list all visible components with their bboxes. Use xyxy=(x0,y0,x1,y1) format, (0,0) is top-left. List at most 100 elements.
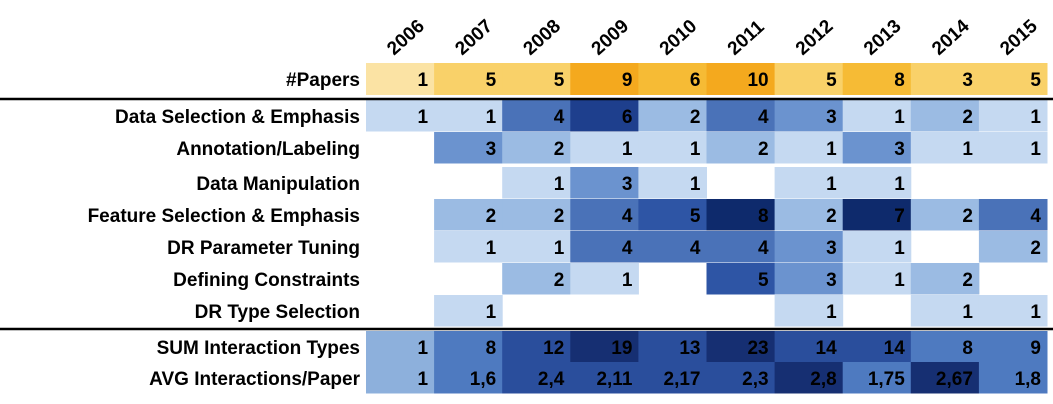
interaction-value-annotation-labeling-2010: 1 xyxy=(690,139,701,160)
interaction-value-defining-constraints-2009: 1 xyxy=(622,270,633,291)
summary-cell-avg-interactions-paper-2008 xyxy=(502,362,571,394)
row-label-sum-interaction-types: SUM Interaction Types xyxy=(157,338,360,359)
interaction-cell-data-manipulation-2010 xyxy=(638,167,707,199)
summary-cell-sum-interaction-types-2011 xyxy=(706,331,776,363)
row-label-dr-type-selection: DR Type Selection xyxy=(195,302,360,323)
interaction-value-data-manipulation-2010: 1 xyxy=(690,174,701,195)
interaction-value-data-selection-emphasis-2008: 4 xyxy=(554,107,565,128)
interaction-value-defining-constraints-2013: 1 xyxy=(894,270,905,291)
summary-cell-avg-interactions-paper-2007 xyxy=(434,362,503,394)
summary-value-avg-interactions-paper-2014: 2,67 xyxy=(936,369,973,390)
interaction-cell-data-selection-emphasis-2008 xyxy=(502,100,571,132)
interaction-cell-defining-constraints-2009 xyxy=(570,263,639,295)
year-header-2006: 2006 xyxy=(383,16,428,60)
interaction-value-data-selection-emphasis-2007: 1 xyxy=(486,107,497,128)
papers-value-papers-2011: 10 xyxy=(747,70,768,91)
interaction-cell-annotation-labeling-2007 xyxy=(434,132,503,164)
interaction-value-feature-selection-emphasis-2010: 5 xyxy=(690,206,701,227)
cell-values: 1 5 5 9 6 10 5 8 3 51 1 4 6 2 4 3 1 2 13 2 1 1 2 1 3 1 11 3 1 1 12 2 4 5 8… xyxy=(418,70,1042,390)
interaction-value-feature-selection-emphasis-2009: 4 xyxy=(622,206,633,227)
row-label-avg-interactions-paper: AVG Interactions/Paper xyxy=(149,369,360,390)
row-labels: #Papers Data Selection & Emphasis Annotati… xyxy=(88,70,361,390)
interaction-cell-dr-parameter-tuning-2007 xyxy=(434,231,503,263)
interaction-value-dr-type-selection-2007: 1 xyxy=(486,302,497,323)
interaction-value-data-selection-emphasis-2013: 1 xyxy=(894,107,905,128)
year-header-2015: 2015 xyxy=(996,16,1042,60)
interaction-cell-annotation-labeling-2013 xyxy=(842,132,912,164)
heatmap-cells xyxy=(366,63,1048,394)
interaction-cell-dr-type-selection-2015 xyxy=(978,295,1048,327)
summary-cell-sum-interaction-types-2008 xyxy=(502,331,571,363)
interaction-cell-annotation-labeling-2009 xyxy=(570,132,639,164)
interaction-cell-data-manipulation-2008 xyxy=(502,167,571,199)
interaction-cell-annotation-labeling-2015 xyxy=(978,132,1048,164)
interaction-cell-feature-selection-emphasis-2010 xyxy=(638,199,707,231)
summary-cell-sum-interaction-types-2009 xyxy=(570,331,639,363)
summary-cell-avg-interactions-paper-2006 xyxy=(366,362,435,394)
interaction-cell-defining-constraints-2014 xyxy=(910,263,980,295)
interaction-cell-dr-parameter-tuning-2013 xyxy=(842,231,912,263)
summary-cell-avg-interactions-paper-2015 xyxy=(978,362,1048,394)
interaction-cell-dr-parameter-tuning-2012 xyxy=(774,231,844,263)
summary-value-avg-interactions-paper-2012: 2,8 xyxy=(810,369,836,390)
summary-cell-sum-interaction-types-2012 xyxy=(774,331,844,363)
interaction-value-annotation-labeling-2014: 1 xyxy=(962,139,973,160)
interaction-cell-defining-constraints-2013 xyxy=(842,263,912,295)
interaction-value-annotation-labeling-2013: 3 xyxy=(894,139,905,160)
summary-value-avg-interactions-paper-2007: 1,6 xyxy=(470,369,496,390)
interaction-cell-feature-selection-emphasis-2015 xyxy=(978,199,1048,231)
interaction-cell-data-manipulation-2013 xyxy=(842,167,912,199)
interaction-cell-data-selection-emphasis-2009 xyxy=(570,100,639,132)
summary-value-sum-interaction-types-2015: 9 xyxy=(1030,338,1041,359)
summary-value-sum-interaction-types-2011: 23 xyxy=(747,338,768,359)
interaction-value-defining-constraints-2014: 2 xyxy=(962,270,973,291)
summary-cell-sum-interaction-types-2006 xyxy=(366,331,435,363)
interaction-value-data-selection-emphasis-2014: 2 xyxy=(962,107,973,128)
interaction-value-annotation-labeling-2015: 1 xyxy=(1030,139,1041,160)
interaction-value-dr-parameter-tuning-2007: 1 xyxy=(486,238,497,259)
papers-cell-papers-2008 xyxy=(502,63,571,95)
interaction-value-defining-constraints-2008: 2 xyxy=(554,270,565,291)
summary-value-sum-interaction-types-2009: 19 xyxy=(611,338,632,359)
interaction-cell-data-selection-emphasis-2015 xyxy=(978,100,1048,132)
interaction-value-data-manipulation-2008: 1 xyxy=(554,174,565,195)
year-header-2007: 2007 xyxy=(451,16,496,60)
year-header-2012: 2012 xyxy=(792,16,837,60)
summary-cell-avg-interactions-paper-2014 xyxy=(910,362,980,394)
papers-value-papers-2006: 1 xyxy=(418,70,429,91)
interaction-cell-dr-parameter-tuning-2010 xyxy=(638,231,707,263)
interaction-value-annotation-labeling-2009: 1 xyxy=(622,139,633,160)
interaction-cell-dr-parameter-tuning-2009 xyxy=(570,231,639,263)
interaction-value-dr-type-selection-2012: 1 xyxy=(826,302,837,323)
interaction-cell-dr-type-selection-2007 xyxy=(434,295,503,327)
summary-value-avg-interactions-paper-2009: 2,11 xyxy=(596,369,632,390)
summary-value-sum-interaction-types-2007: 8 xyxy=(486,338,497,359)
interaction-cell-annotation-labeling-2011 xyxy=(706,132,776,164)
summary-value-sum-interaction-types-2013: 14 xyxy=(884,338,906,359)
interaction-value-dr-parameter-tuning-2008: 1 xyxy=(554,238,565,259)
year-header-2011: 2011 xyxy=(724,16,769,59)
papers-value-papers-2014: 3 xyxy=(962,70,973,91)
interaction-cell-dr-parameter-tuning-2015 xyxy=(978,231,1048,263)
interaction-cell-data-manipulation-2009 xyxy=(570,167,639,199)
papers-value-papers-2015: 5 xyxy=(1030,70,1041,91)
summary-cell-avg-interactions-paper-2013 xyxy=(842,362,912,394)
papers-cell-papers-2010 xyxy=(638,63,707,95)
year-header-2010: 2010 xyxy=(656,16,701,60)
summary-cell-sum-interaction-types-2010 xyxy=(638,331,707,363)
interaction-cell-data-selection-emphasis-2010 xyxy=(638,100,707,132)
interaction-value-data-selection-emphasis-2012: 3 xyxy=(826,107,837,128)
summary-cell-avg-interactions-paper-2009 xyxy=(570,362,639,394)
interaction-value-feature-selection-emphasis-2007: 2 xyxy=(486,206,497,227)
papers-cell-papers-2007 xyxy=(434,63,503,95)
interaction-cell-feature-selection-emphasis-2008 xyxy=(502,199,571,231)
interaction-cell-data-selection-emphasis-2011 xyxy=(706,100,776,132)
papers-cell-papers-2011 xyxy=(706,63,776,95)
interaction-value-dr-parameter-tuning-2012: 3 xyxy=(826,238,837,259)
summary-cell-sum-interaction-types-2015 xyxy=(978,331,1048,363)
interaction-value-dr-type-selection-2014: 1 xyxy=(962,302,973,323)
papers-value-papers-2012: 5 xyxy=(826,70,837,91)
summary-cell-avg-interactions-paper-2012 xyxy=(774,362,844,394)
summary-value-sum-interaction-types-2006: 1 xyxy=(418,338,429,359)
